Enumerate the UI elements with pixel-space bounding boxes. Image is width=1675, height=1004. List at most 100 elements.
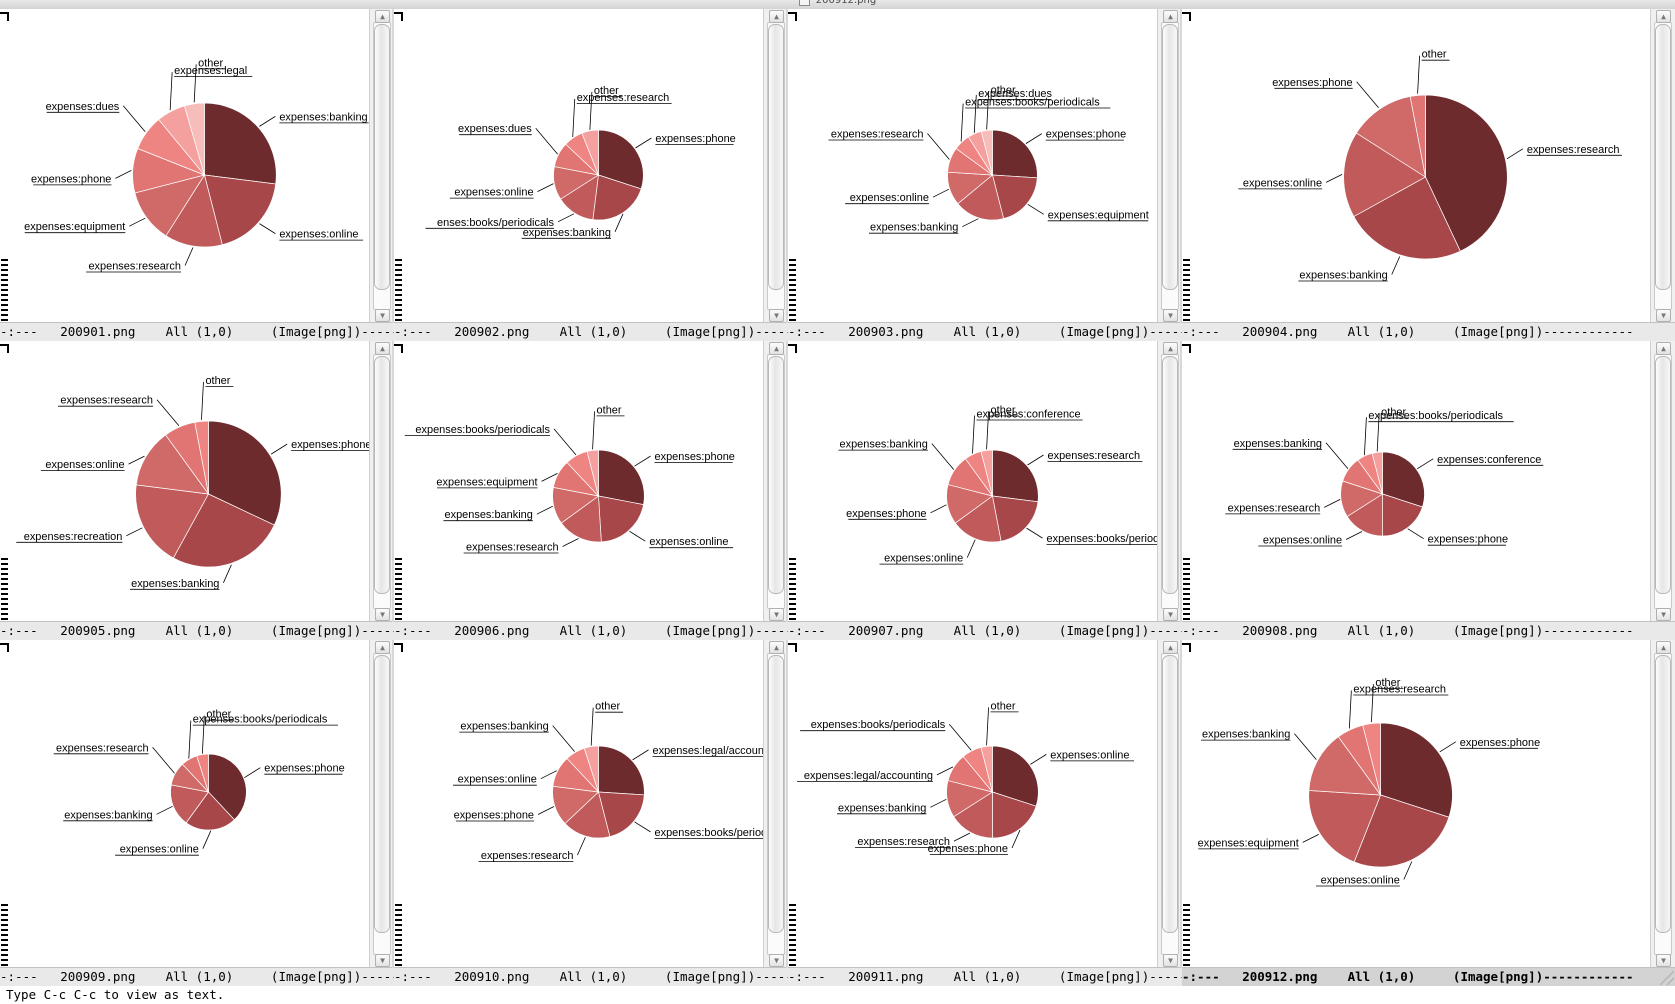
vertical-scrollbar[interactable]: ▲ ▼ (1157, 640, 1182, 968)
pie-slice-label: expenses:books/periodicals (811, 719, 946, 731)
scroll-down-arrow-icon[interactable]: ▼ (769, 309, 784, 322)
pie-leader-line (193, 64, 197, 103)
emacs-window-200912[interactable]: expenses:phone expenses:online expenses:eq… (1182, 640, 1675, 986)
emacs-window-200905[interactable]: expenses:phone expenses:banking expenses:r… (0, 341, 394, 640)
mode-line-200903[interactable]: -:--- 200903.png All (1,0) (Image[png])-… (788, 322, 1182, 341)
mode-line-200906[interactable]: -:--- 200906.png All (1,0) (Image[png])-… (394, 621, 788, 640)
scrollbar-thumb[interactable] (768, 356, 784, 595)
mode-line-200912[interactable]: -:--- 200912.png All (1,0) (Image[png])-… (1182, 967, 1675, 986)
window-divider[interactable] (786, 640, 788, 968)
scroll-down-arrow-icon[interactable]: ▼ (375, 954, 390, 967)
scroll-down-arrow-icon[interactable]: ▼ (1656, 954, 1671, 967)
window-divider[interactable] (392, 640, 394, 968)
pie-leader-line (156, 399, 180, 426)
scrollbar-thumb[interactable] (1162, 24, 1178, 290)
mode-line-200902[interactable]: -:--- 200902.png All (1,0) (Image[png])-… (394, 322, 788, 341)
scrollbar-thumb[interactable] (374, 24, 390, 290)
fringe-corner-marker (0, 344, 9, 353)
mode-line-200901[interactable]: -:--- 200901.png All (1,0) (Image[png])-… (0, 322, 394, 341)
window-divider[interactable] (392, 9, 394, 323)
scroll-up-arrow-icon[interactable]: ▲ (375, 10, 390, 23)
scrollbar-thumb[interactable] (1655, 24, 1671, 290)
pie-slice-label: expenses:equipment (1048, 209, 1149, 221)
vertical-scrollbar[interactable]: ▲ ▼ (369, 9, 394, 323)
vertical-scrollbar[interactable]: ▲ ▼ (763, 640, 788, 968)
scroll-up-arrow-icon[interactable]: ▲ (1656, 641, 1671, 654)
vertical-scrollbar[interactable]: ▲ ▼ (1650, 640, 1675, 968)
window-divider[interactable] (392, 341, 394, 622)
scrollbar-thumb[interactable] (768, 655, 784, 933)
fringe-corner-marker (788, 344, 797, 353)
pie-leader-line (128, 455, 145, 465)
scroll-down-arrow-icon[interactable]: ▼ (1163, 309, 1178, 322)
fringe-corner-marker (788, 643, 797, 652)
emacs-window-200911[interactable]: expenses:online expenses:phone expenses:re… (788, 640, 1182, 986)
mode-line-200911[interactable]: -:--- 200911.png All (1,0) (Image[png])-… (788, 967, 1182, 986)
window-divider[interactable] (1180, 640, 1182, 968)
scroll-up-arrow-icon[interactable]: ▲ (375, 342, 390, 355)
vertical-scrollbar[interactable]: ▲ ▼ (1157, 9, 1182, 323)
scrollbar-thumb[interactable] (1655, 655, 1671, 933)
scroll-up-arrow-icon[interactable]: ▲ (769, 641, 784, 654)
mode-line-200909[interactable]: -:--- 200909.png All (1,0) (Image[png])-… (0, 967, 394, 986)
pie-leader-line (590, 707, 594, 746)
scroll-down-arrow-icon[interactable]: ▼ (769, 608, 784, 621)
scrollbar-thumb[interactable] (1162, 356, 1178, 595)
vertical-scrollbar[interactable]: ▲ ▼ (1157, 341, 1182, 622)
scroll-up-arrow-icon[interactable]: ▲ (375, 641, 390, 654)
mode-line-200907[interactable]: -:--- 200907.png All (1,0) (Image[png])-… (788, 621, 1182, 640)
scrollbar-thumb[interactable] (374, 356, 390, 595)
pie-slice-label: expenses:conference (977, 408, 1081, 420)
emacs-window-200909[interactable]: expenses:phone expenses:online expenses:ba… (0, 640, 394, 986)
vertical-scrollbar[interactable]: ▲ ▼ (763, 341, 788, 622)
window-divider[interactable] (786, 341, 788, 622)
scroll-down-arrow-icon[interactable]: ▼ (769, 954, 784, 967)
pie-wedge (1382, 451, 1425, 508)
emacs-window-200907[interactable]: expenses:research expenses:books/periodic… (788, 341, 1182, 640)
pie-wedge (208, 420, 282, 526)
scroll-up-arrow-icon[interactable]: ▲ (1656, 10, 1671, 23)
vertical-scrollbar[interactable]: ▲ ▼ (763, 9, 788, 323)
scrollbar-thumb[interactable] (768, 24, 784, 290)
scrollbar-thumb[interactable] (374, 655, 390, 933)
pie-slice-label: expenses:research (56, 742, 149, 754)
emacs-window-200910[interactable]: expenses:legal/accounting expenses:books/… (394, 640, 788, 986)
vertical-scrollbar[interactable]: ▲ ▼ (1650, 341, 1675, 622)
mode-line-200908[interactable]: -:--- 200908.png All (1,0) (Image[png])-… (1182, 621, 1675, 640)
resize-grip[interactable] (1660, 971, 1674, 985)
scroll-up-arrow-icon[interactable]: ▲ (769, 10, 784, 23)
vertical-scrollbar[interactable]: ▲ ▼ (369, 341, 394, 622)
scroll-up-arrow-icon[interactable]: ▲ (1656, 342, 1671, 355)
scroll-down-arrow-icon[interactable]: ▼ (1163, 608, 1178, 621)
pie-slice-label: expenses:research (88, 260, 181, 272)
emacs-window-200908[interactable]: expenses:conference expenses:phone expense… (1182, 341, 1675, 640)
vertical-scrollbar[interactable]: ▲ ▼ (369, 640, 394, 968)
emacs-window-200902[interactable]: expenses:phone expenses:banking enses:book… (394, 9, 788, 341)
scroll-down-arrow-icon[interactable]: ▼ (375, 309, 390, 322)
mode-line-200904[interactable]: -:--- 200904.png All (1,0) (Image[png])-… (1182, 322, 1675, 341)
scroll-up-arrow-icon[interactable]: ▲ (1163, 10, 1178, 23)
scroll-down-arrow-icon[interactable]: ▼ (1163, 954, 1178, 967)
fringe-continuation-marks (1183, 558, 1190, 620)
window-divider[interactable] (1180, 9, 1182, 323)
pie-leader-line (1417, 55, 1421, 94)
window-divider[interactable] (1180, 341, 1182, 622)
mode-line-200910[interactable]: -:--- 200910.png All (1,0) (Image[png])-… (394, 967, 788, 986)
vertical-scrollbar[interactable]: ▲ ▼ (1650, 9, 1675, 323)
scroll-down-arrow-icon[interactable]: ▼ (375, 608, 390, 621)
scroll-up-arrow-icon[interactable]: ▲ (1163, 342, 1178, 355)
emacs-window-200906[interactable]: expenses:phone expenses:online expenses:re… (394, 341, 788, 640)
scroll-up-arrow-icon[interactable]: ▲ (769, 342, 784, 355)
mode-line-200905[interactable]: -:--- 200905.png All (1,0) (Image[png])-… (0, 621, 394, 640)
scrollbar-thumb[interactable] (1162, 655, 1178, 933)
emacs-window-200903[interactable]: expenses:phone expenses:equipment expenses… (788, 9, 1182, 341)
scroll-down-arrow-icon[interactable]: ▼ (1656, 608, 1671, 621)
scroll-down-arrow-icon[interactable]: ▼ (1656, 309, 1671, 322)
emacs-window-200904[interactable]: expenses:research expenses:banking expense… (1182, 9, 1675, 341)
scrollbar-thumb[interactable] (1655, 356, 1671, 595)
scroll-up-arrow-icon[interactable]: ▲ (1163, 641, 1178, 654)
image-icon (798, 0, 810, 6)
pie-chart: expenses:phone expenses:banking expenses:r… (16, 375, 369, 590)
emacs-window-200901[interactable]: expenses:banking expenses:online expenses:… (0, 9, 394, 341)
window-divider[interactable] (786, 9, 788, 323)
